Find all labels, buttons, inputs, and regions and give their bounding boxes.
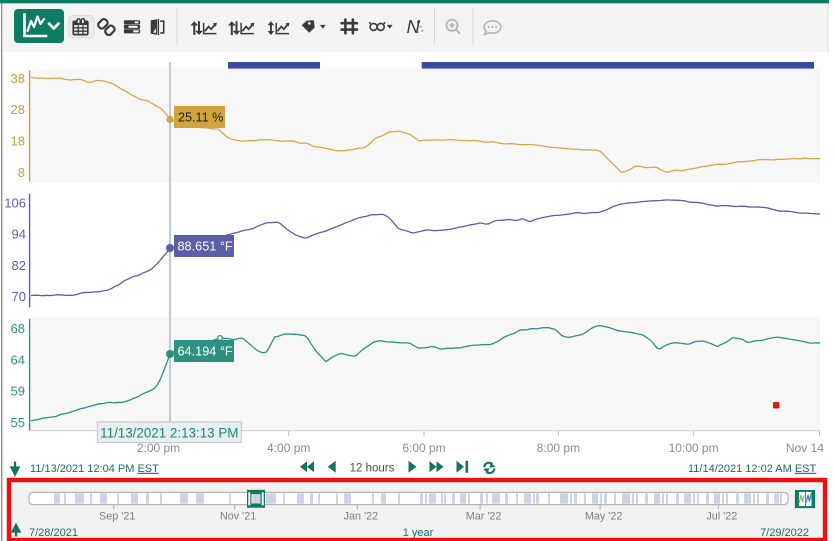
svg-text:4:00 pm: 4:00 pm — [267, 441, 310, 455]
svg-text:94: 94 — [12, 227, 26, 242]
svg-text:Jul '22: Jul '22 — [706, 511, 737, 523]
svg-text:May '22: May '22 — [585, 511, 622, 523]
svg-text:25.11 %: 25.11 % — [178, 111, 223, 125]
svg-text:1 year: 1 year — [403, 527, 434, 539]
svg-text:Sep '21: Sep '21 — [99, 511, 135, 523]
svg-text:Jan '22: Jan '22 — [344, 511, 378, 523]
svg-text:59: 59 — [11, 384, 25, 399]
svg-text:7/28/2021: 7/28/2021 — [29, 527, 78, 539]
svg-text:106: 106 — [4, 196, 26, 211]
svg-text:55: 55 — [11, 415, 25, 430]
svg-text:64.194 °F: 64.194 °F — [178, 345, 233, 359]
svg-text:8: 8 — [18, 165, 25, 180]
svg-text:88.651 °F: 88.651 °F — [178, 240, 233, 254]
svg-text:Nov 14: Nov 14 — [786, 441, 824, 455]
svg-text:8:00 pm: 8:00 pm — [537, 441, 580, 455]
svg-text:6:00 pm: 6:00 pm — [402, 441, 445, 455]
svg-text:82: 82 — [12, 258, 26, 273]
svg-text:12 hours: 12 hours — [350, 463, 395, 475]
svg-text:Nov '21: Nov '21 — [220, 511, 256, 523]
svg-text:11/13/2021 12:04 PM EST: 11/13/2021 12:04 PM EST — [30, 463, 159, 475]
svg-text:2:00 pm: 2:00 pm — [137, 441, 180, 455]
svg-text:11/14/2021 12:02 AM EST: 11/14/2021 12:02 AM EST — [688, 463, 817, 475]
svg-text:10:00 pm: 10:00 pm — [669, 441, 719, 455]
svg-text:38: 38 — [11, 71, 25, 86]
svg-text:Mar '22: Mar '22 — [466, 511, 502, 523]
svg-text:18: 18 — [11, 134, 25, 149]
svg-text:11/13/2021 2:13:13 PM: 11/13/2021 2:13:13 PM — [100, 425, 238, 440]
svg-text:28: 28 — [11, 102, 25, 117]
svg-text:68: 68 — [11, 321, 25, 336]
svg-text:N: N — [407, 16, 421, 37]
svg-text:70: 70 — [12, 289, 26, 304]
svg-text:7/29/2022: 7/29/2022 — [760, 527, 809, 539]
svg-text:64: 64 — [11, 352, 25, 367]
